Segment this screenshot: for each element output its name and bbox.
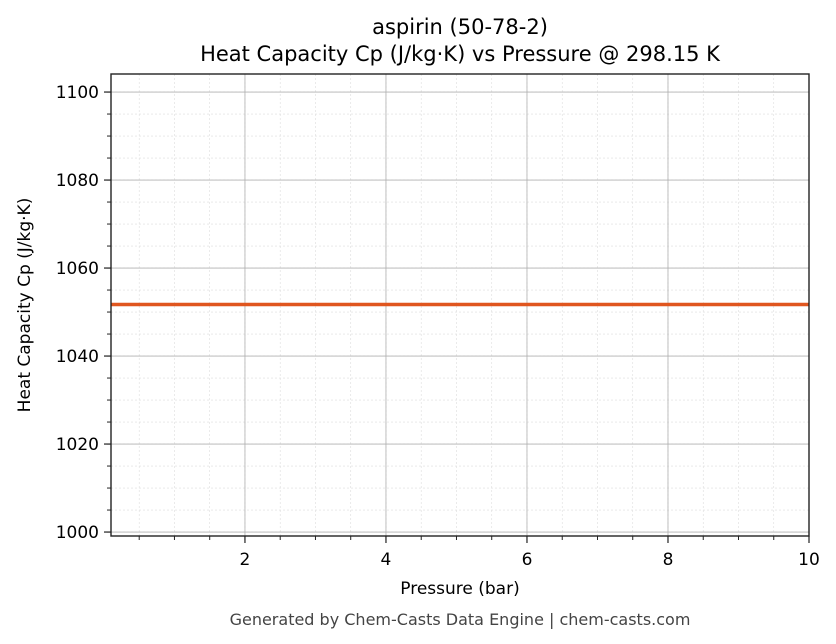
x-tick-label: 8 [663, 550, 674, 570]
footer-text: Generated by Chem-Casts Data Engine | ch… [230, 610, 691, 629]
x-tick-label: 4 [381, 550, 392, 570]
plot-frame [110, 73, 810, 537]
y-tick-label: 1100 [56, 83, 99, 103]
x-tick-label: 10 [798, 550, 820, 570]
y-axis-label: Heat Capacity Cp (J/kg·K) [15, 198, 35, 413]
chart-subtitle: Heat Capacity Cp (J/kg·K) vs Pressure @ … [200, 42, 721, 66]
x-tick-label: 6 [522, 550, 533, 570]
y-tick-label: 1020 [56, 435, 99, 455]
y-tick-label: 1040 [56, 347, 99, 367]
y-tick-label: 1060 [56, 259, 99, 279]
x-tick-label: 2 [240, 550, 251, 570]
x-axis-label: Pressure (bar) [400, 579, 519, 599]
axes: 2 4 6 8 10 1000 1020 1040 1060 1080 1100 [56, 73, 820, 570]
chart-title: aspirin (50-78-2) [372, 15, 548, 39]
y-tick-label: 1000 [56, 523, 99, 543]
y-tick-label: 1080 [56, 171, 99, 191]
